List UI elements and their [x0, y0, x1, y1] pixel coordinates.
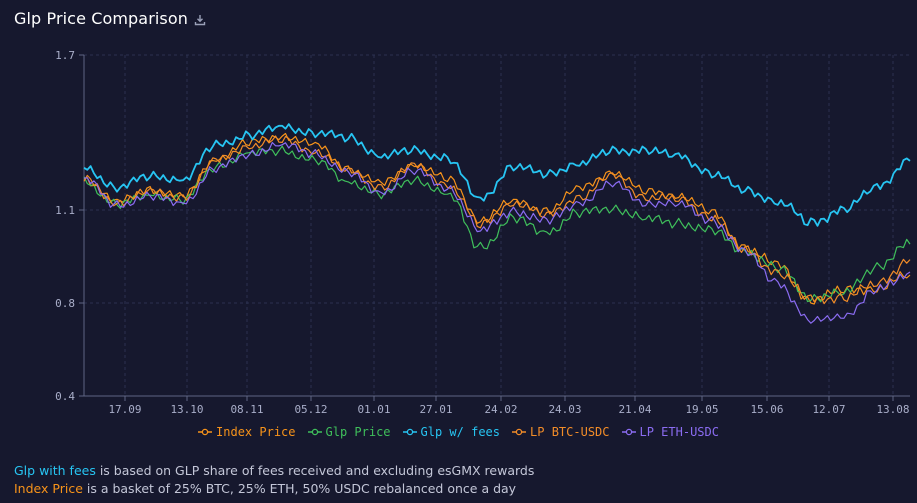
index-note-highlight: Index Price [14, 481, 83, 496]
download-icon[interactable] [194, 14, 206, 26]
legend-item-lp-eth-usdc[interactable]: LP ETH-USDC [621, 425, 719, 439]
series-line-glp-price [83, 145, 911, 303]
series-line-index-price [83, 132, 911, 305]
legend-label: LP BTC-USDC [530, 425, 610, 439]
x-tick-label: 08.11 [230, 403, 263, 416]
fees-note-highlight: Glp with fees [14, 463, 96, 478]
x-tick-label: 05.12 [294, 403, 327, 416]
chart-title: Glp Price Comparison [14, 9, 188, 28]
legend-line-marker-icon [198, 428, 213, 436]
x-tick-label: 21.04 [618, 403, 651, 416]
chart-header: Glp Price Comparison [14, 9, 206, 28]
legend-item-lp-btc-usdc[interactable]: LP BTC-USDC [512, 425, 610, 439]
x-tick-label: 15.06 [750, 403, 783, 416]
legend-label: LP ETH-USDC [639, 425, 719, 439]
legend-label: Index Price [216, 425, 296, 439]
x-tick-label: 12.07 [812, 403, 845, 416]
legend-label: Glp Price [325, 425, 391, 439]
legend-line-marker-icon [621, 428, 636, 436]
grid [84, 54, 910, 397]
x-tick-label: 27.01 [419, 403, 452, 416]
legend-line-marker-icon [512, 428, 527, 436]
legend-label: Glp w/ fees [420, 425, 501, 439]
x-tick-label: 13.08 [876, 403, 909, 416]
y-tick-label: 1.7 [55, 49, 75, 62]
fees-note-text: is based on GLP share of fees received a… [95, 463, 535, 478]
x-tick-label: 24.03 [548, 403, 581, 416]
x-tick-label: 24.02 [484, 403, 517, 416]
legend-line-marker-icon [402, 428, 417, 436]
x-tick-label: 19.05 [685, 403, 718, 416]
legend-item-glp-w-fees[interactable]: Glp w/ fees [402, 425, 501, 439]
axes: 17.09 13.10 08.11 05.12 01.01 27.01 24.02 24.03… [55, 49, 910, 416]
index-note-text: is a basket of 25% BTC, 25% ETH, 50% USD… [82, 481, 517, 496]
chart-legend: Index Price Glp Price Glp w/ fees LP BTC-US… [0, 425, 917, 439]
y-tick-label: 0.8 [55, 297, 75, 310]
y-tick-label: 1.1 [55, 204, 75, 217]
series-line-glp-w-fees [83, 123, 911, 227]
series-line-lp-eth-usdc [83, 141, 911, 324]
legend-item-glp-price[interactable]: Glp Price [307, 425, 391, 439]
legend-line-marker-icon [307, 428, 322, 436]
x-tick-label: 17.09 [108, 403, 141, 416]
x-tick-label: 13.10 [170, 403, 203, 416]
series-lines [83, 123, 911, 324]
y-tick-label: 0.4 [55, 390, 75, 403]
series-line-lp-btc-usdc [83, 135, 911, 305]
x-tick-label: 01.01 [357, 403, 390, 416]
legend-item-index-price[interactable]: Index Price [198, 425, 296, 439]
fees-note: Glp with fees is based on GLP share of f… [14, 463, 534, 478]
index-note: Index Price is a basket of 25% BTC, 25% … [14, 481, 516, 496]
